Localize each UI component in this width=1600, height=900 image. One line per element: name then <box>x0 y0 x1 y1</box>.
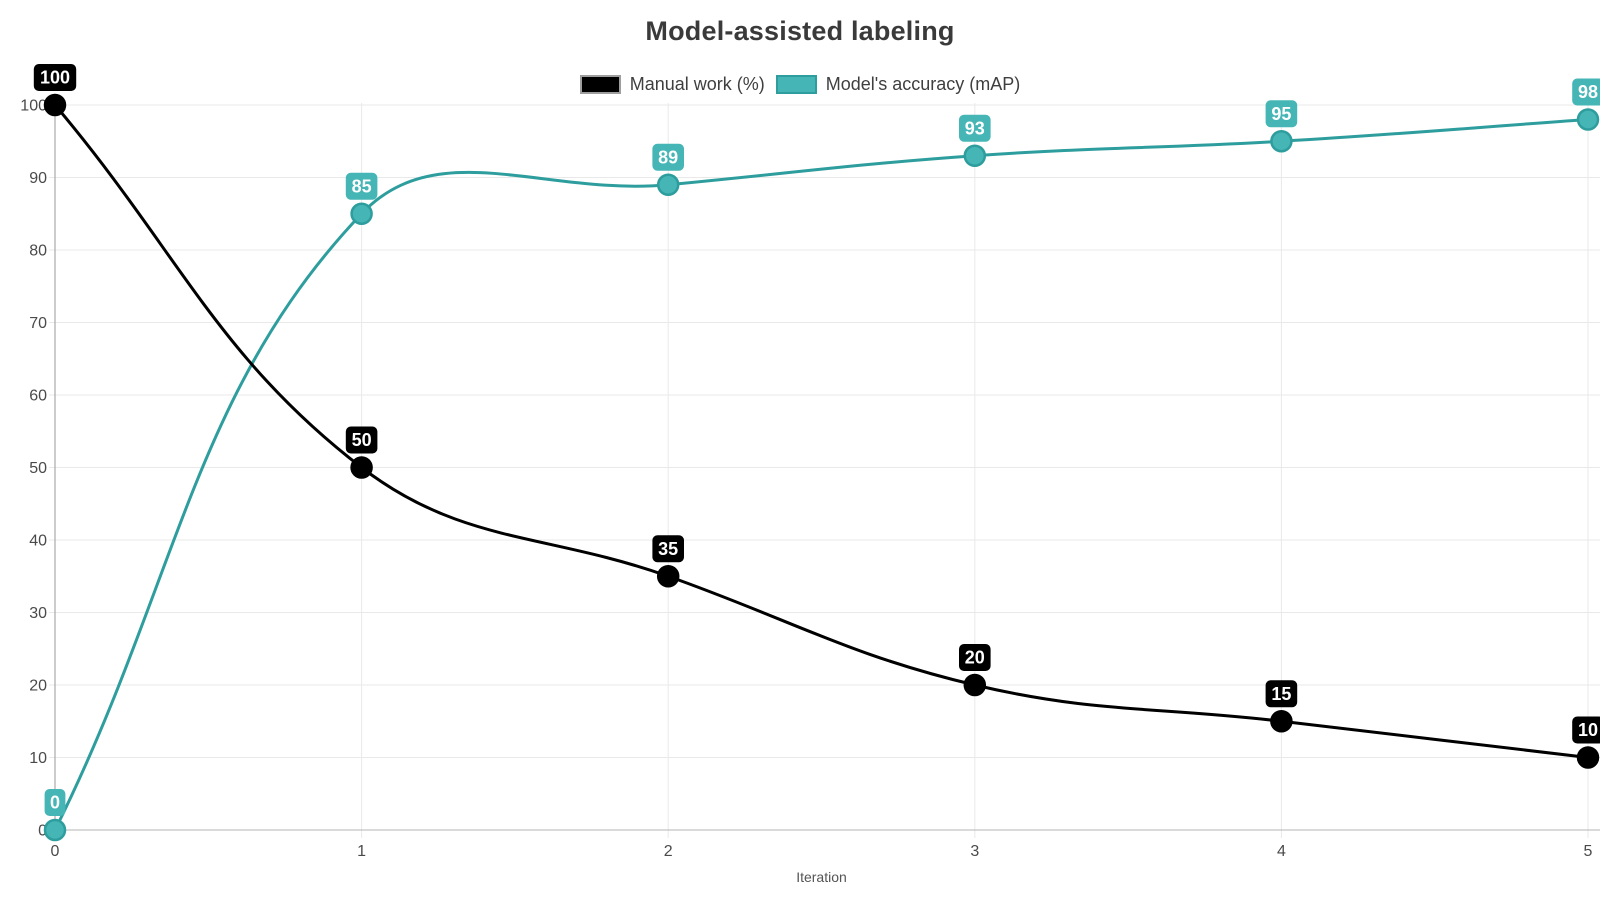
legend: Manual work (%) Model's accuracy (mAP) <box>0 74 1600 95</box>
data-label-box <box>1572 78 1600 106</box>
data-point[interactable] <box>1576 108 1600 131</box>
svg-text:1: 1 <box>357 843 366 860</box>
series-point-labels-0: 100 50 35 20 15 10 <box>33 64 1600 744</box>
data-label-text: 95 <box>1271 104 1291 124</box>
series-line-0 <box>53 103 1590 759</box>
data-label-box <box>345 426 378 454</box>
data-label-text: 93 <box>965 118 985 138</box>
svg-text:100: 100 <box>20 98 47 115</box>
data-label-box <box>33 64 77 91</box>
x-tick-labels: 0 1 2 3 4 5 <box>51 843 1593 860</box>
data-point[interactable] <box>43 818 67 842</box>
data-label-text: 89 <box>658 147 678 167</box>
svg-text:50: 50 <box>29 460 47 477</box>
x-axis-title: Iteration <box>796 869 847 885</box>
data-point[interactable] <box>1270 130 1293 153</box>
legend-item-model-accuracy[interactable]: Model's accuracy (mAP) <box>775 74 1021 95</box>
data-point[interactable] <box>656 565 680 588</box>
svg-text:40: 40 <box>29 533 47 550</box>
data-point[interactable] <box>656 173 680 196</box>
data-label-box <box>959 644 991 671</box>
svg-text:70: 70 <box>29 315 47 332</box>
svg-text:2: 2 <box>664 843 673 860</box>
data-label-box <box>652 143 684 171</box>
data-label-text: 50 <box>352 430 372 450</box>
data-label-text: 100 <box>40 68 70 88</box>
legend-label-manual-work: Manual work (%) <box>629 74 765 94</box>
data-label-text: 20 <box>965 648 985 668</box>
svg-text:5: 5 <box>1584 843 1593 860</box>
data-label-box <box>1265 680 1298 708</box>
legend-label-model-accuracy: Model's accuracy (mAP) <box>825 74 1021 94</box>
data-label-box <box>652 535 684 563</box>
data-label-box <box>345 172 378 200</box>
chart-title: Model-assisted labeling <box>645 16 955 46</box>
legend-swatch-manual-work <box>579 75 621 94</box>
series-point-labels-1: 0 85 89 93 95 98 <box>44 78 1600 816</box>
data-label-box <box>959 114 991 142</box>
data-label-text: 15 <box>1271 684 1291 704</box>
data-label-box <box>1572 716 1600 744</box>
svg-text:0: 0 <box>38 823 47 840</box>
svg-text:30: 30 <box>29 605 47 622</box>
data-label-text: 35 <box>658 539 678 559</box>
svg-text:4: 4 <box>1277 843 1286 860</box>
y-tick-labels: 0 10 20 30 40 50 60 70 80 90 100 <box>20 98 47 840</box>
data-point[interactable] <box>350 202 373 225</box>
svg-text:20: 20 <box>29 678 47 695</box>
data-point[interactable] <box>1270 710 1293 733</box>
data-point[interactable] <box>1576 746 1600 769</box>
series-points-1 <box>43 108 1600 842</box>
svg-text:90: 90 <box>29 170 47 187</box>
data-label-text: 0 <box>50 793 60 813</box>
series-line-1 <box>53 118 1590 832</box>
data-label-text: 10 <box>1578 720 1598 740</box>
data-point[interactable] <box>963 144 987 167</box>
data-point[interactable] <box>963 673 987 697</box>
svg-text:60: 60 <box>29 388 47 405</box>
svg-text:10: 10 <box>29 750 47 767</box>
svg-text:80: 80 <box>29 243 47 260</box>
series-points-0 <box>43 93 1600 769</box>
data-label-text: 85 <box>352 176 372 196</box>
svg-text:0: 0 <box>51 843 60 860</box>
data-point[interactable] <box>43 93 67 117</box>
data-label-text: 98 <box>1578 82 1598 102</box>
legend-item-manual-work[interactable]: Manual work (%) <box>579 74 765 95</box>
data-label-box <box>1265 100 1298 128</box>
gridlines <box>49 103 1600 838</box>
data-point[interactable] <box>350 456 373 479</box>
data-label-box <box>44 789 66 816</box>
svg-text:3: 3 <box>970 843 979 860</box>
legend-swatch-model-accuracy <box>775 75 817 94</box>
